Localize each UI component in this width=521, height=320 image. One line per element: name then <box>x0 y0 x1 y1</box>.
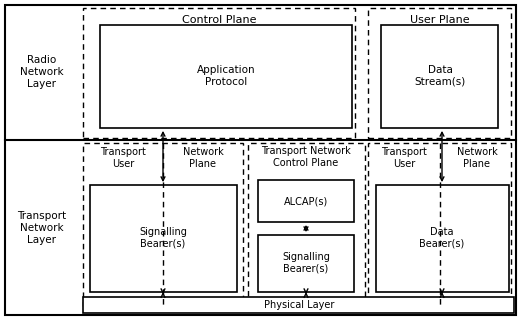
Text: Control Plane: Control Plane <box>182 15 256 25</box>
Bar <box>381 25 498 128</box>
Text: ALCAP(s): ALCAP(s) <box>284 196 328 206</box>
Bar <box>83 143 243 306</box>
Bar <box>100 25 352 128</box>
Bar <box>248 143 365 306</box>
Text: Transport
Network
Layer: Transport Network Layer <box>17 212 67 244</box>
Bar <box>90 185 237 292</box>
Text: Physical Layer: Physical Layer <box>264 300 334 310</box>
Text: Data
Bearer(s): Data Bearer(s) <box>419 227 465 249</box>
Text: Transport
User: Transport User <box>381 147 427 169</box>
Text: Network
Plane: Network Plane <box>456 147 498 169</box>
Bar <box>368 143 511 306</box>
Bar <box>258 180 354 222</box>
Bar <box>368 8 511 138</box>
Text: Signalling
Bearer(s): Signalling Bearer(s) <box>282 252 330 274</box>
Text: Transport
User: Transport User <box>100 147 146 169</box>
Text: Radio
Network
Layer: Radio Network Layer <box>20 55 64 89</box>
Text: Application
Protocol: Application Protocol <box>197 65 255 87</box>
Bar <box>258 235 354 292</box>
Text: Transport Network
Control Plane: Transport Network Control Plane <box>261 146 351 168</box>
Text: Network
Plane: Network Plane <box>183 147 224 169</box>
Bar <box>83 297 514 313</box>
Bar <box>376 185 509 292</box>
Bar <box>83 8 355 138</box>
Text: Data
Stream(s): Data Stream(s) <box>414 65 466 87</box>
Text: Signalling
Bearer(s): Signalling Bearer(s) <box>139 227 187 249</box>
Text: User Plane: User Plane <box>410 15 470 25</box>
